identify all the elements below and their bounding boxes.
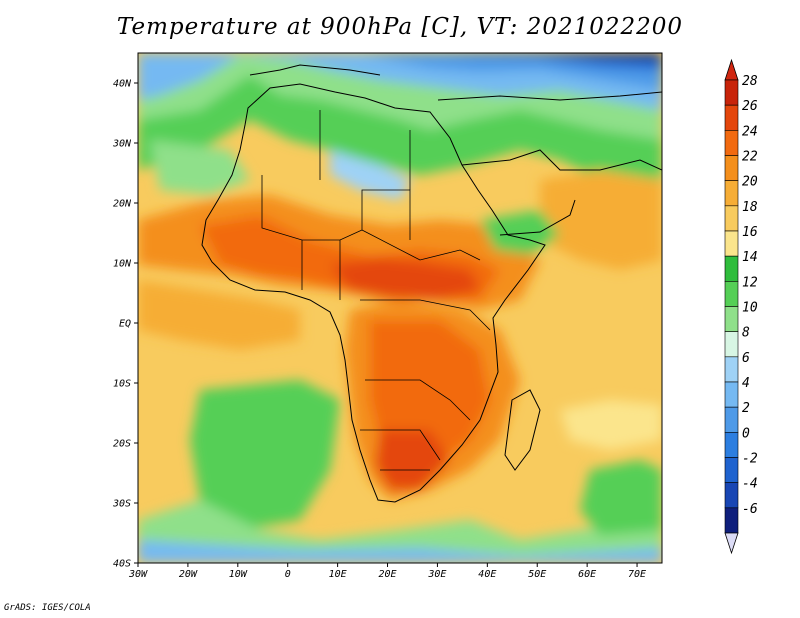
colorbar-swatch bbox=[724, 104, 739, 131]
lon-label: 10W bbox=[229, 569, 248, 580]
lon-label: 30E bbox=[427, 569, 446, 580]
colorbar-swatch bbox=[724, 406, 739, 433]
map-title: Temperature at 900hPa [C], VT: 202102220… bbox=[116, 14, 684, 40]
colorbar-label: 4 bbox=[742, 376, 750, 391]
lon-label: 40E bbox=[478, 569, 496, 580]
colorbar-label: 16 bbox=[742, 225, 758, 240]
colorbar-swatch bbox=[724, 155, 739, 181]
colorbar-swatch bbox=[724, 507, 739, 534]
credit-text: GrADS: IGES/COLA bbox=[4, 603, 91, 613]
colorbar-label: 12 bbox=[742, 275, 758, 290]
lat-label: 10N bbox=[113, 259, 132, 270]
colorbar-label: 6 bbox=[742, 351, 750, 366]
colorbar-label: 2 bbox=[742, 401, 750, 416]
colorbar-label: 10 bbox=[742, 301, 758, 316]
lat-label: 20N bbox=[113, 199, 132, 210]
colorbar-label: 22 bbox=[742, 150, 758, 165]
lon-label: 0 bbox=[285, 569, 291, 580]
temperature-field bbox=[138, 53, 662, 563]
colorbar-label: 24 bbox=[742, 124, 758, 139]
colorbar-under-arrow bbox=[724, 532, 739, 555]
lat-label: 30S bbox=[112, 499, 131, 510]
lat-label: 30N bbox=[112, 139, 132, 150]
colorbar-swatch bbox=[724, 381, 739, 408]
lat-label: 40N bbox=[113, 79, 132, 90]
lon-label: 70E bbox=[628, 569, 646, 580]
colorbar-swatch bbox=[724, 482, 739, 509]
colorbar-swatch bbox=[724, 230, 739, 257]
lon-label: 20E bbox=[378, 569, 396, 580]
colorbar-label: 28 bbox=[742, 74, 758, 89]
lat-label: 40S bbox=[113, 559, 131, 570]
colorbar-label: 0 bbox=[742, 426, 750, 441]
colorbar-swatch bbox=[724, 79, 739, 106]
colorbar-swatch bbox=[724, 432, 739, 458]
colorbar-swatch bbox=[724, 281, 739, 307]
lon-label: 10E bbox=[329, 569, 347, 580]
latitude-axis: 40N 30N 20N 10N EQ 10S 20S 30S 40S bbox=[112, 79, 138, 570]
colorbar-label: 18 bbox=[742, 200, 758, 215]
coastlines bbox=[201, 64, 662, 503]
colorbar-label: -6 bbox=[742, 502, 758, 517]
colorbar-swatch bbox=[724, 255, 739, 282]
lat-label: 10S bbox=[113, 379, 131, 390]
colorbar-swatch bbox=[724, 331, 739, 358]
longitude-axis: 30W 20W 10W 0 10E 20E 30E 40E 50E 60E 70E bbox=[128, 563, 646, 580]
colorbar-swatch bbox=[724, 130, 739, 156]
lat-label: 20S bbox=[113, 439, 131, 450]
lon-label: 30W bbox=[128, 569, 148, 580]
lon-label: 50E bbox=[528, 569, 546, 580]
lon-label: 60E bbox=[578, 569, 596, 580]
lon-label: 20W bbox=[179, 569, 198, 580]
colorbar-swatch bbox=[724, 457, 739, 483]
colorbar-swatch bbox=[724, 356, 739, 383]
colorbar-label: 20 bbox=[742, 175, 758, 190]
colorbar-label: 8 bbox=[742, 326, 750, 341]
colorbar-label: 26 bbox=[742, 99, 758, 114]
colorbar-swatch bbox=[724, 306, 739, 332]
map-frame bbox=[137, 52, 663, 564]
lat-label: EQ bbox=[119, 319, 131, 330]
colorbar-label: -2 bbox=[742, 452, 758, 467]
country-borders bbox=[261, 110, 491, 471]
colorbar-swatch bbox=[724, 205, 739, 232]
colorbar-label: 14 bbox=[742, 250, 758, 265]
colorbar-over-arrow bbox=[724, 58, 739, 81]
colorbar-label: -4 bbox=[742, 477, 758, 492]
colorbar-swatch bbox=[724, 180, 739, 207]
